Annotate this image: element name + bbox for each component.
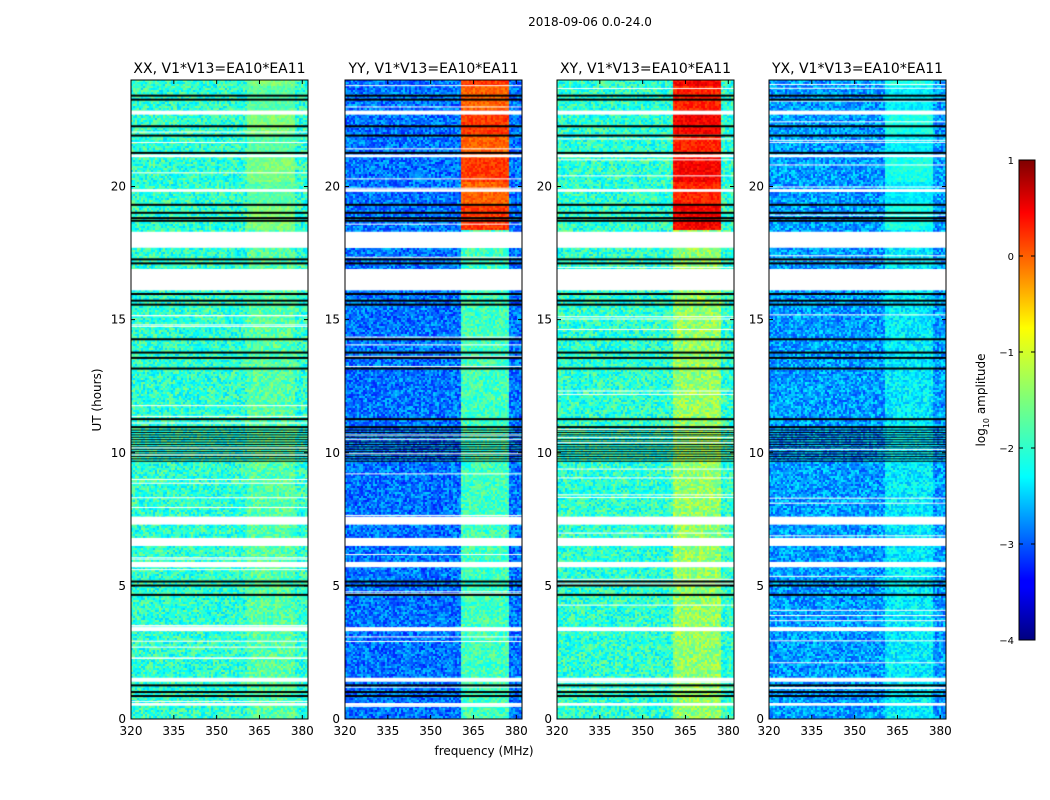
x-tick-label: 380 bbox=[929, 724, 952, 738]
colorbar-tick-label: 1 bbox=[1008, 156, 1014, 167]
x-tick-label: 335 bbox=[162, 724, 185, 738]
colorbar-gradient bbox=[1018, 159, 1036, 641]
panel-4-frame bbox=[768, 79, 947, 720]
panels: XX, V1*V13=EA10*EA11 320 335 350 365 380 0 5 10 1… bbox=[111, 61, 952, 738]
y-tick-label: 20 bbox=[749, 180, 764, 194]
panel-3-frame bbox=[556, 79, 735, 720]
panel-1-title: XX, V1*V13=EA10*EA11 bbox=[133, 61, 305, 77]
panel-1-frame bbox=[130, 79, 309, 720]
colorbar-tick-label: −4 bbox=[999, 636, 1014, 647]
x-tick-label: 320 bbox=[758, 724, 781, 738]
x-tick-label: 365 bbox=[248, 724, 271, 738]
panel-1-heatmap bbox=[131, 80, 308, 719]
x-tick-label: 350 bbox=[843, 724, 866, 738]
y-tick-label: 5 bbox=[118, 579, 126, 593]
y-axis-label: UT (hours) bbox=[90, 368, 104, 431]
x-tick-label: 350 bbox=[631, 724, 654, 738]
colorbar-label: log10 amplitude bbox=[974, 354, 991, 447]
y-tick-label: 15 bbox=[537, 313, 552, 327]
x-tick-label: 350 bbox=[205, 724, 228, 738]
panel-3-heatmap bbox=[557, 80, 734, 719]
x-tick-label: 320 bbox=[120, 724, 143, 738]
y-tick-label: 20 bbox=[111, 180, 126, 194]
x-tick-label: 320 bbox=[334, 724, 357, 738]
x-axis-label: frequency (MHz) bbox=[434, 744, 533, 758]
y-tick-label: 20 bbox=[537, 180, 552, 194]
panel-4: YX, V1*V13=EA10*EA11 320 335 350 365 380 0 5 10 1… bbox=[749, 61, 952, 738]
x-tick-label: 335 bbox=[588, 724, 611, 738]
y-tick-label: 15 bbox=[111, 313, 126, 327]
x-tick-label: 380 bbox=[291, 724, 314, 738]
y-tick-label: 15 bbox=[749, 313, 764, 327]
panel-4-title: YX, V1*V13=EA10*EA11 bbox=[771, 61, 943, 77]
y-tick-label: 5 bbox=[756, 579, 764, 593]
panel-2-frame bbox=[344, 79, 523, 720]
x-tick-label: 350 bbox=[419, 724, 442, 738]
y-tick-label: 10 bbox=[749, 446, 764, 460]
panel-1: XX, V1*V13=EA10*EA11 320 335 350 365 380 0 5 10 1… bbox=[111, 61, 314, 738]
x-tick-label: 380 bbox=[717, 724, 740, 738]
colorbar: 10−1−2−3−4 log10 amplitude bbox=[974, 156, 1036, 647]
x-tick-label: 335 bbox=[800, 724, 823, 738]
y-tick-label: 5 bbox=[332, 579, 340, 593]
colorbar-tick-label: −1 bbox=[999, 348, 1014, 359]
y-tick-label: 15 bbox=[325, 313, 340, 327]
colorbar-label-prefix: log bbox=[974, 428, 988, 446]
panel-3: XY, V1*V13=EA10*EA11 320 335 350 365 380 0 5 10 1… bbox=[537, 61, 740, 738]
colorbar-label-subscript: 10 bbox=[982, 418, 991, 428]
y-tick-label: 10 bbox=[111, 446, 126, 460]
colorbar-ticks: 1 0 −1 −2 −3 −4 bbox=[999, 156, 1035, 647]
colorbar-tick-label: −2 bbox=[999, 444, 1014, 455]
colorbar-tick-label: 0 bbox=[1008, 252, 1014, 263]
y-tick-label: 0 bbox=[332, 712, 340, 726]
x-tick-label: 365 bbox=[886, 724, 909, 738]
colorbar-label-suffix: amplitude bbox=[974, 354, 988, 418]
y-tick-label: 10 bbox=[325, 446, 340, 460]
y-tick-label: 0 bbox=[544, 712, 552, 726]
x-tick-label: 365 bbox=[462, 724, 485, 738]
y-tick-label: 10 bbox=[537, 446, 552, 460]
panel-2-heatmap bbox=[345, 80, 522, 719]
x-tick-label: 320 bbox=[546, 724, 569, 738]
colorbar-tick-label: −3 bbox=[999, 540, 1014, 551]
y-tick-label: 0 bbox=[756, 712, 764, 726]
panel-3-title: XY, V1*V13=EA10*EA11 bbox=[560, 61, 731, 77]
x-tick-label: 380 bbox=[505, 724, 528, 738]
y-tick-label: 5 bbox=[544, 579, 552, 593]
x-tick-label: 335 bbox=[376, 724, 399, 738]
panel-2-title: YY, V1*V13=EA10*EA11 bbox=[347, 61, 518, 77]
figure-suptitle: 2018-09-06 0.0-24.0 bbox=[528, 15, 652, 29]
panel-2: YY, V1*V13=EA10*EA11 320 335 350 365 380 0 5 10 1… bbox=[325, 61, 528, 738]
y-tick-label: 20 bbox=[325, 180, 340, 194]
x-tick-label: 365 bbox=[674, 724, 697, 738]
panel-4-heatmap bbox=[769, 80, 946, 719]
y-tick-label: 0 bbox=[118, 712, 126, 726]
